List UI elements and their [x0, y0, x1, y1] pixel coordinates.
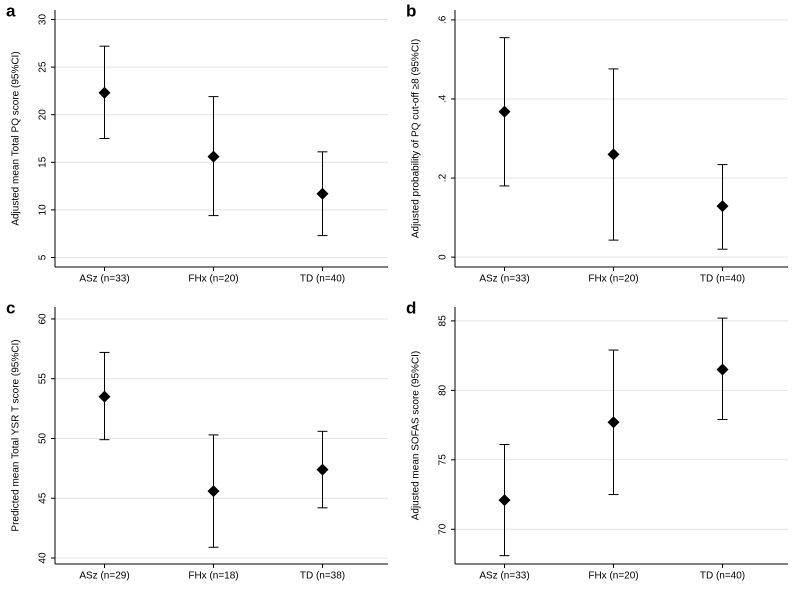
- y-tick-label: 45: [38, 492, 49, 504]
- point-marker: [607, 148, 620, 161]
- y-tick-label: 70: [438, 523, 449, 535]
- x-tick-label: TD (n=40): [300, 274, 345, 285]
- y-tick-label: 80: [438, 384, 449, 396]
- y-tick-label: 10: [38, 204, 49, 216]
- x-tick-label: FHx (n=18): [188, 571, 238, 582]
- x-tick-label: FHx (n=20): [588, 571, 638, 582]
- point-marker: [498, 105, 511, 118]
- x-tick-label: TD (n=38): [300, 571, 345, 582]
- y-axis-title: Adjusted probability of PQ cut-off ≥8 (9…: [411, 39, 422, 238]
- point-marker: [316, 463, 329, 476]
- x-tick-label: FHx (n=20): [588, 274, 638, 285]
- y-tick-label: .6: [438, 15, 449, 24]
- point-marker: [207, 485, 220, 498]
- y-tick-label: 20: [38, 109, 49, 121]
- y-axis-title: Adjusted mean SOFAS score (95%CI): [411, 351, 422, 521]
- y-tick-label: 25: [38, 61, 49, 73]
- point-marker: [98, 86, 111, 99]
- point-marker: [207, 150, 220, 163]
- y-tick-label: 40: [38, 552, 49, 564]
- point-marker: [498, 494, 511, 507]
- panel-letter: a: [6, 1, 16, 20]
- point-marker: [716, 200, 729, 213]
- y-tick-label: 55: [38, 373, 49, 385]
- panel: c Predicted mean Total YSR T score (95%CI…: [6, 298, 388, 582]
- panel: d Adjusted mean SOFAS score (95%CI) 70 75 80…: [406, 298, 788, 582]
- panel: b Adjusted probability of PQ cut-off ≥8 (…: [406, 1, 788, 285]
- x-tick-label: ASz (n=33): [479, 274, 529, 285]
- y-tick-label: .4: [438, 94, 449, 103]
- x-tick-label: ASz (n=29): [79, 571, 129, 582]
- point-marker: [98, 390, 111, 403]
- x-tick-label: FHx (n=20): [188, 274, 238, 285]
- y-tick-label: 0: [438, 254, 449, 260]
- y-tick-label: 50: [38, 432, 49, 444]
- y-tick-label: .2: [438, 173, 449, 182]
- point-marker: [316, 187, 329, 200]
- y-tick-label: 60: [38, 313, 49, 325]
- point-marker: [716, 363, 729, 376]
- point-marker: [607, 416, 620, 429]
- y-axis-title: Adjusted mean Total PQ score (95%CI): [11, 51, 22, 225]
- x-tick-label: ASz (n=33): [479, 571, 529, 582]
- x-tick-label: TD (n=40): [700, 274, 745, 285]
- y-tick-label: 85: [438, 315, 449, 327]
- panel: a Adjusted mean Total PQ score (95%CI) 5 10…: [6, 1, 388, 285]
- panel-letter: c: [6, 298, 15, 317]
- panel-letter: d: [406, 298, 416, 317]
- y-tick-label: 15: [38, 156, 49, 168]
- panel-letter: b: [406, 1, 416, 20]
- y-tick-label: 75: [438, 454, 449, 466]
- x-tick-label: TD (n=40): [700, 571, 745, 582]
- y-tick-label: 5: [38, 254, 49, 260]
- y-axis-title: Predicted mean Total YSR T score (95%CI): [11, 339, 22, 531]
- x-tick-label: ASz (n=33): [79, 274, 129, 285]
- y-tick-label: 30: [38, 14, 49, 26]
